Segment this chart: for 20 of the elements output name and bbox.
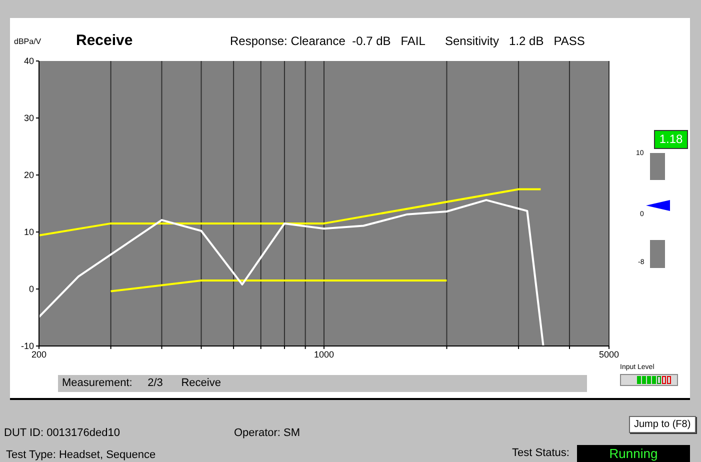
text: DUT ID: 0013176ded10	[4, 427, 120, 439]
text: Jump to (F8)	[629, 416, 696, 433]
text: Test Status:	[512, 447, 570, 459]
chart-title: Receive	[76, 32, 133, 49]
text: Measurement: 2/3 Receive	[58, 375, 587, 392]
y-axis-title: dBPa/V	[14, 37, 42, 46]
y-tick-label: 10	[24, 227, 34, 238]
chart-subtitle: Response: Clearance -0.7 dB FAIL Sensitivity 1.2 dB PASS	[230, 34, 585, 48]
text: Operator: SM	[234, 427, 300, 439]
text: 1.18	[654, 130, 688, 149]
y-tick-label: 30	[24, 113, 34, 124]
text: Test Type: Headset, Sequence	[6, 449, 156, 461]
y-tick-label: -10	[20, 341, 34, 352]
x-tick-label: 200	[31, 349, 47, 360]
x-tick-label: 5000	[598, 349, 620, 360]
text: Running	[577, 445, 690, 462]
y-tick-label: 0	[28, 284, 34, 294]
x-tick-label: 1000	[314, 349, 334, 360]
y-tick-label: 40	[24, 56, 34, 66]
y-tick-label: 20	[24, 170, 34, 180]
